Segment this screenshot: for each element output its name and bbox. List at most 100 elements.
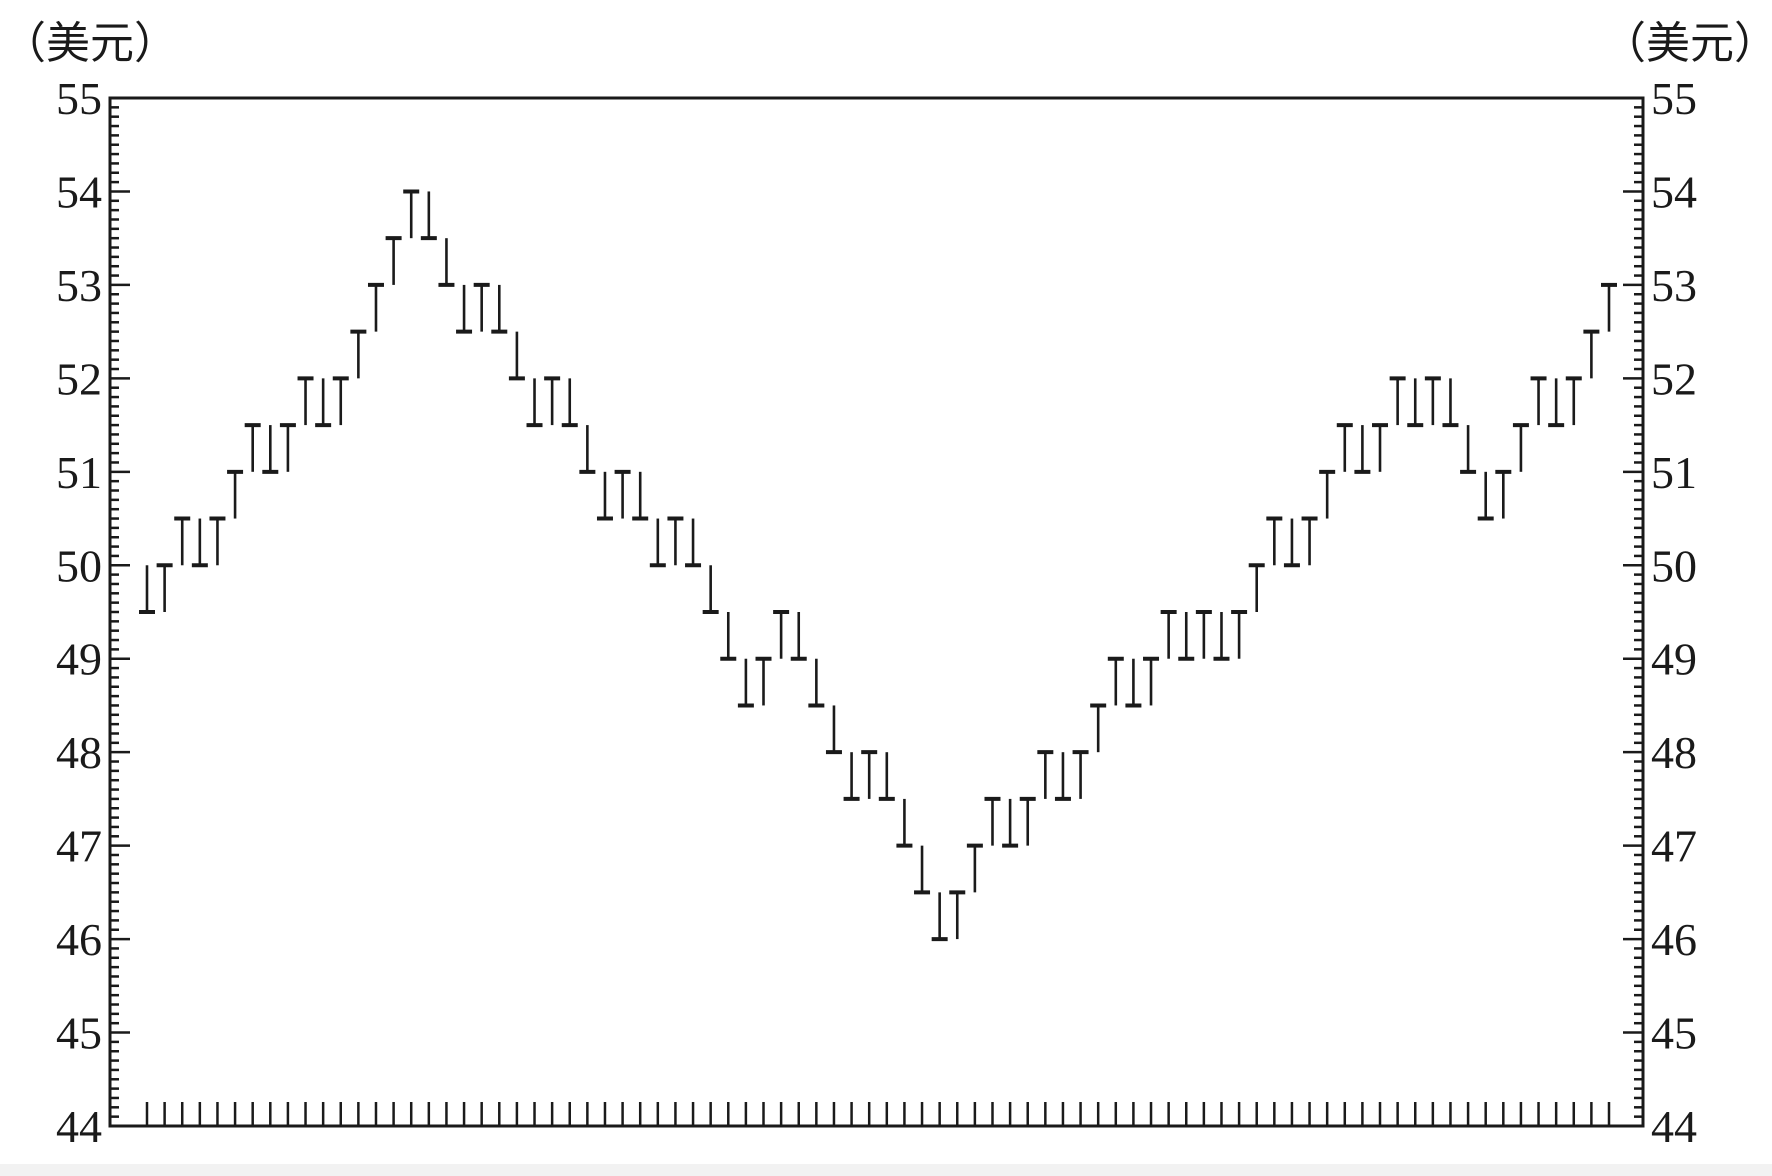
- step-mark: [1178, 612, 1194, 659]
- step-mark: [773, 612, 789, 659]
- step-mark: [1073, 752, 1089, 799]
- step-mark: [861, 752, 877, 799]
- x-axis-ticks: [147, 1102, 1609, 1126]
- step-mark: [932, 892, 948, 939]
- step-mark: [1249, 565, 1265, 612]
- step-mark: [914, 846, 930, 893]
- y-tick-label-left: 45: [56, 1008, 102, 1059]
- step-mark: [615, 472, 631, 519]
- step-mark: [1196, 612, 1212, 659]
- y-tick-label-left: 53: [56, 260, 102, 311]
- step-mark: [579, 425, 595, 472]
- y-tick-label-right: 53: [1651, 260, 1697, 311]
- step-mark: [1495, 472, 1511, 519]
- left-unit-label: （美元）: [2, 18, 178, 69]
- step-mark: [650, 519, 666, 566]
- step-mark: [298, 378, 314, 425]
- step-mark: [1125, 659, 1141, 706]
- y-tick-label-left: 47: [56, 821, 102, 872]
- step-mark: [844, 752, 860, 799]
- step-mark: [1266, 519, 1282, 566]
- step-mark: [896, 799, 912, 846]
- step-mark: [1390, 378, 1406, 425]
- y-tick-label-right: 52: [1651, 353, 1697, 404]
- step-mark: [245, 425, 261, 472]
- step-mark: [280, 425, 296, 472]
- step-mark: [667, 519, 683, 566]
- step-mark: [703, 565, 719, 612]
- y-tick-label-right: 47: [1651, 821, 1697, 872]
- step-mark: [1002, 799, 1018, 846]
- step-mark: [1284, 519, 1300, 566]
- step-mark: [139, 565, 155, 612]
- right-unit-label: （美元）: [1602, 18, 1772, 69]
- step-mark: [685, 519, 701, 566]
- step-mark: [386, 238, 402, 285]
- y-tick-label-left: 46: [56, 914, 102, 965]
- step-mark: [509, 332, 525, 379]
- step-mark: [720, 612, 736, 659]
- step-mark: [984, 799, 1000, 846]
- step-mark: [738, 659, 754, 706]
- step-mark: [157, 565, 173, 612]
- step-mark: [421, 191, 437, 238]
- step-mark: [1407, 378, 1423, 425]
- step-mark: [209, 519, 225, 566]
- y-tick-label-left: 44: [56, 1101, 102, 1152]
- step-mark: [1302, 519, 1318, 566]
- step-mark: [1425, 378, 1441, 425]
- step-mark: [967, 846, 983, 893]
- step-mark: [632, 472, 648, 519]
- step-mark: [1513, 425, 1529, 472]
- step-mark: [403, 191, 419, 238]
- step-mark: [174, 519, 190, 566]
- series-marks: [139, 191, 1617, 939]
- step-mark: [879, 752, 895, 799]
- y-axis-left: 44 45 46 47 48 49 50 51 52 53 54 55: [56, 73, 130, 1152]
- plot-frame: [110, 98, 1643, 1126]
- y-tick-label-right: 45: [1651, 1008, 1697, 1059]
- step-mark: [333, 378, 349, 425]
- step-mark: [1566, 378, 1582, 425]
- step-mark: [826, 705, 842, 752]
- step-mark: [756, 659, 772, 706]
- step-mark: [491, 285, 507, 332]
- step-mark: [438, 238, 454, 285]
- y-tick-label-right: 44: [1651, 1101, 1697, 1152]
- y-axis-right: 44 45 46 47 48 49 50 51 52 53 54 55: [1623, 73, 1697, 1152]
- y-tick-label-right: 49: [1651, 634, 1697, 685]
- y-tick-label-right: 48: [1651, 727, 1697, 778]
- y-tick-label-right: 46: [1651, 914, 1697, 965]
- step-mark: [597, 472, 613, 519]
- y-tick-label-left: 48: [56, 727, 102, 778]
- step-mark: [527, 378, 543, 425]
- y-tick-label-left: 54: [56, 166, 102, 217]
- y-tick-label-right: 55: [1651, 73, 1697, 124]
- step-mark: [456, 285, 472, 332]
- step-mark: [1143, 659, 1159, 706]
- step-mark: [562, 378, 578, 425]
- step-mark: [1231, 612, 1247, 659]
- step-mark: [1319, 472, 1335, 519]
- y-tick-label-left: 55: [56, 73, 102, 124]
- step-mark: [1337, 425, 1353, 472]
- step-mark: [1108, 659, 1124, 706]
- step-mark: [474, 285, 490, 332]
- y-tick-label-right: 50: [1651, 540, 1697, 591]
- step-mark: [315, 378, 331, 425]
- step-mark: [1601, 285, 1617, 332]
- step-mark: [1478, 472, 1494, 519]
- step-mark: [1354, 425, 1370, 472]
- step-mark: [1213, 612, 1229, 659]
- step-mark: [350, 332, 366, 379]
- step-mark: [1161, 612, 1177, 659]
- y-tick-label-right: 51: [1651, 447, 1697, 498]
- step-mark: [544, 378, 560, 425]
- bottom-strip: [0, 1164, 1772, 1176]
- step-mark: [192, 519, 208, 566]
- step-mark: [1055, 752, 1071, 799]
- step-mark: [791, 612, 807, 659]
- y-tick-label-left: 49: [56, 634, 102, 685]
